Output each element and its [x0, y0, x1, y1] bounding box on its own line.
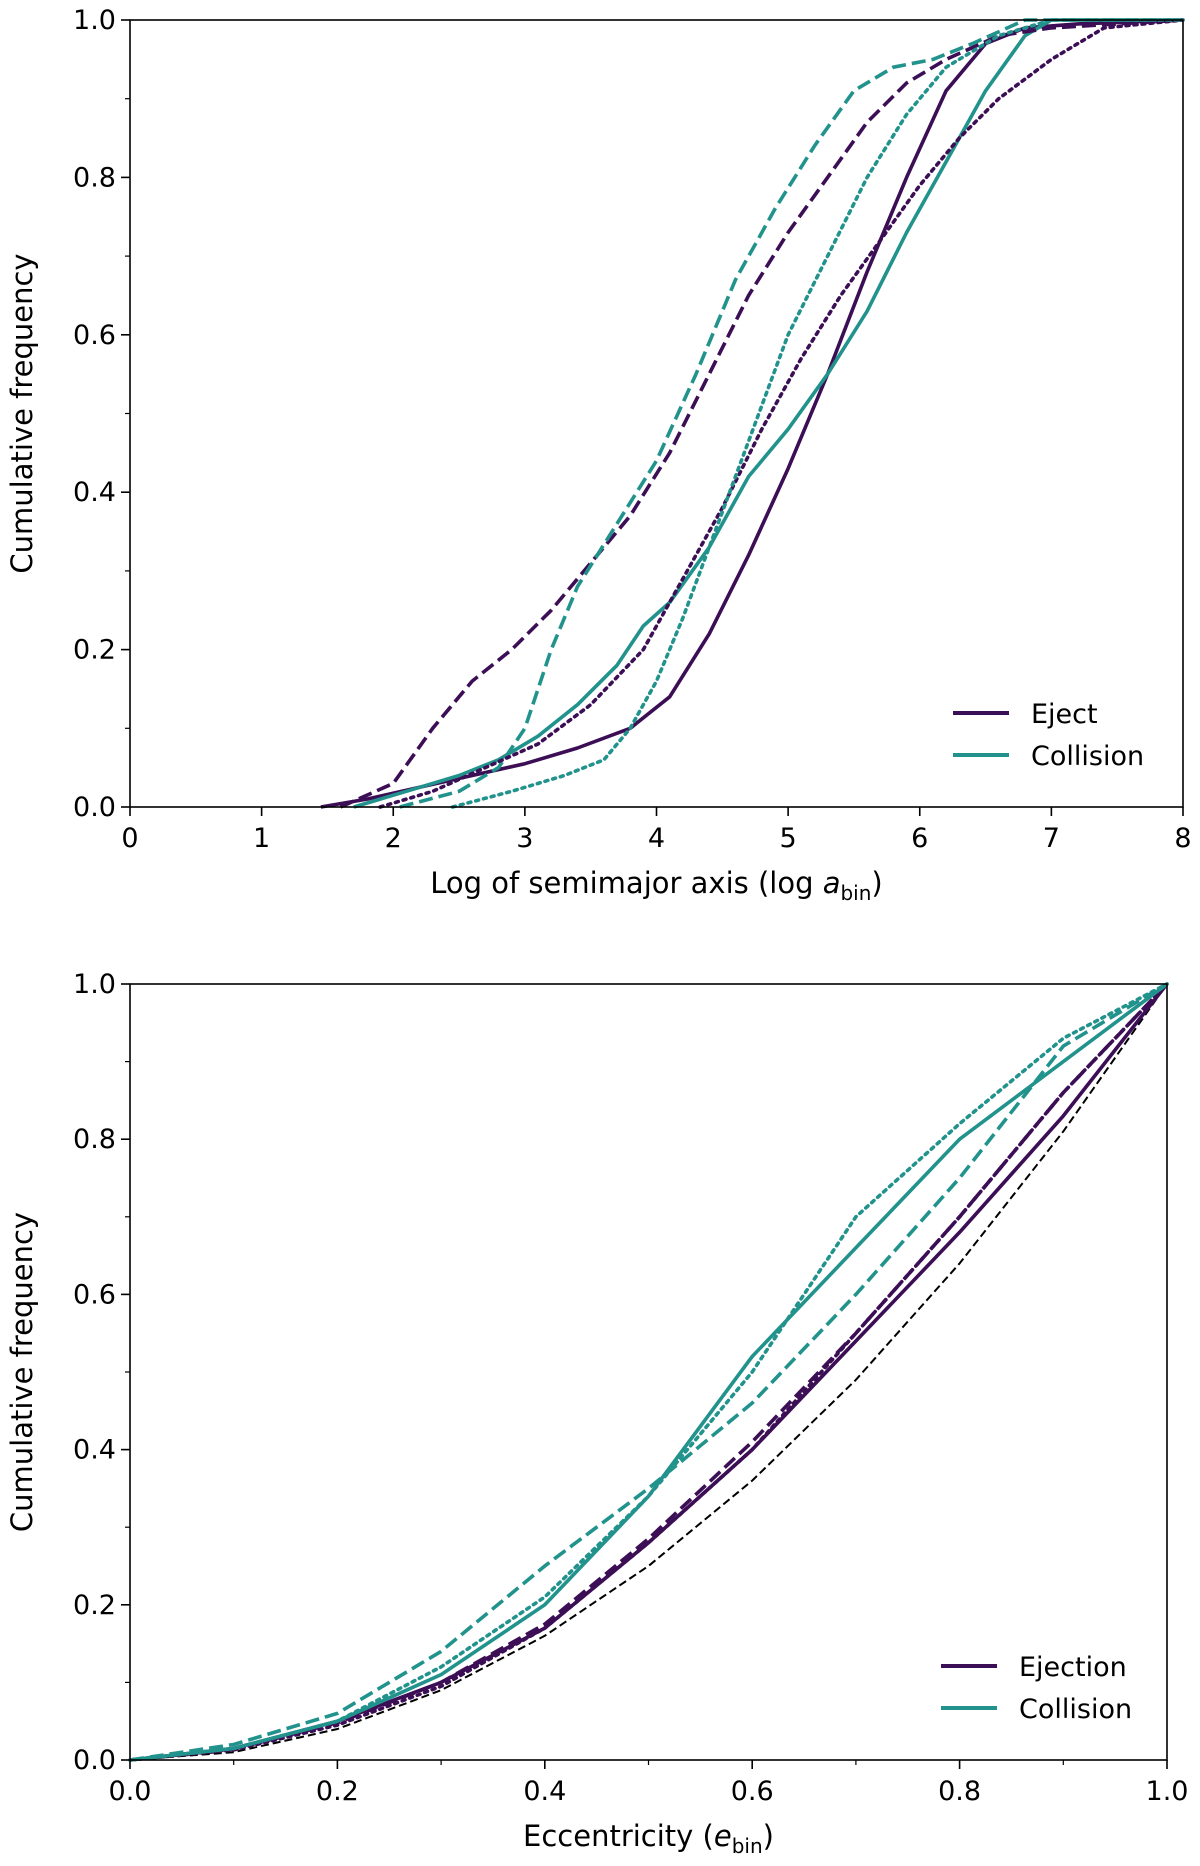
series-line-eject-dashed	[339, 18, 1184, 809]
x-tick-label: 3	[516, 823, 533, 854]
x-tick-label: 0.8	[938, 1776, 981, 1807]
series-group	[128, 982, 1169, 1762]
x-tick-label: 8	[1174, 823, 1191, 854]
legend-label: Collision	[1019, 1694, 1132, 1725]
x-tick-label: 0.4	[523, 1776, 566, 1807]
x-tick-label: 6	[911, 823, 928, 854]
series-line-reference-thin-dashed	[129, 983, 1168, 1761]
y-tick-label: 0.0	[73, 1745, 116, 1776]
chart-panel-1: 0 1 2 3 4 5 6 7 8 0.0 0.2 0.4 0.6 0.8 1.0 Log of semima…	[5, 5, 1192, 905]
x-tick-label: 1	[253, 823, 270, 854]
series-line-eject-dotted	[128, 982, 1169, 1762]
y-tick-label: 0.8	[73, 162, 116, 193]
x-tick-label: 0.2	[316, 1776, 359, 1807]
y-tick-label: 0.6	[73, 320, 116, 351]
y-tick-label: 0.8	[73, 1124, 116, 1155]
x-axis-label: Log of semimajor axis (log abin)	[430, 866, 883, 905]
y-tick-label: 0.6	[73, 1279, 116, 1310]
y-axis-label: Cumulative frequency	[5, 253, 39, 573]
legend: Ejection Collision	[941, 1652, 1132, 1725]
x-tick-label: 2	[385, 823, 402, 854]
x-tick-label: 7	[1043, 823, 1060, 854]
series-line-collision-dashed	[399, 18, 1183, 809]
x-axis-label: Eccentricity (ebin)	[523, 1819, 774, 1858]
y-axis-label: Cumulative frequency	[5, 1212, 39, 1532]
series-line-eject-solid	[320, 18, 1184, 809]
legend-label: Eject	[1031, 699, 1098, 730]
y-tick-label: 0.4	[73, 1435, 116, 1466]
y-tick-label: 1.0	[73, 5, 116, 36]
series-line-eject-dotted	[378, 18, 1185, 809]
series-line-collision-dotted	[450, 18, 1185, 809]
y-tick-label: 0.2	[73, 635, 116, 666]
y-tick-label: 0.2	[73, 1590, 116, 1621]
x-tick-label: 0.6	[731, 1776, 774, 1807]
y-tick-label: 0.4	[73, 477, 116, 508]
x-tick-label: 1.0	[1146, 1776, 1189, 1807]
legend: Eject Collision	[953, 699, 1144, 772]
chart-panel-2: 0.0 0.2 0.4 0.6 0.8 1.0 0.0 0.2 0.4 0.6 0.8 1.0 Ecce…	[5, 969, 1188, 1858]
series-line-collision-dotted	[128, 982, 1169, 1762]
x-tick-label: 0.0	[109, 1776, 152, 1807]
y-tick-label: 0.0	[73, 792, 116, 823]
x-tick-label: 4	[648, 823, 665, 854]
series-line-collision-solid	[129, 982, 1169, 1762]
x-tick-label: 5	[780, 823, 797, 854]
legend-label: Collision	[1031, 741, 1144, 772]
plot-frame	[129, 19, 1184, 808]
series-line-collision-solid	[353, 18, 1183, 809]
x-tick-label: 0	[121, 823, 138, 854]
series-group	[320, 18, 1185, 809]
y-tick-label: 1.0	[73, 969, 116, 1000]
legend-label: Ejection	[1019, 1652, 1127, 1683]
